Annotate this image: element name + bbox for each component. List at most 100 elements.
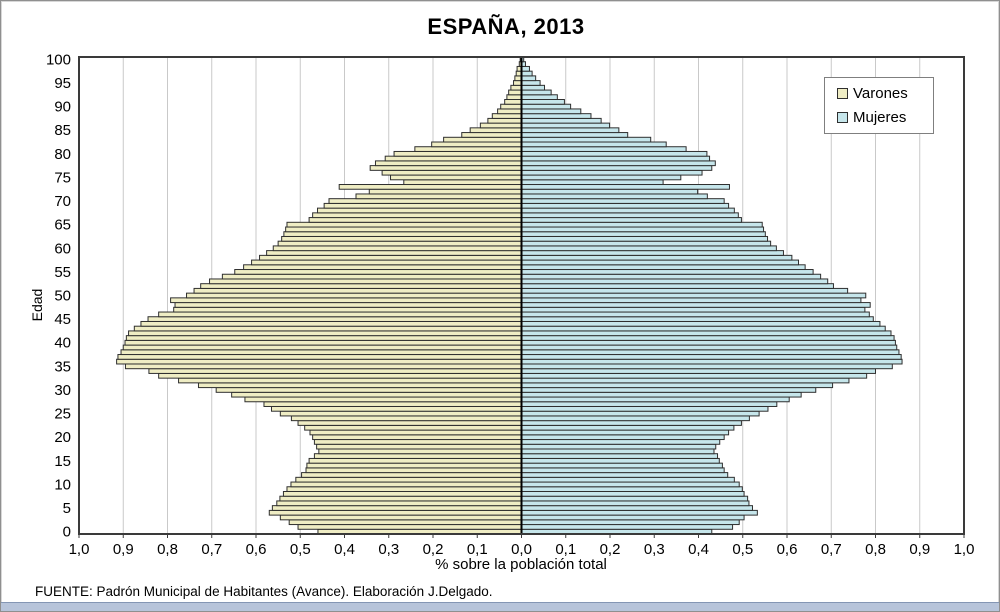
bar-varones-age-37 bbox=[117, 354, 522, 360]
bar-mujeres-age-43 bbox=[521, 325, 886, 332]
bar-varones-age-29 bbox=[231, 391, 523, 398]
bar-mujeres-age-18 bbox=[521, 443, 717, 450]
bar-varones-age-30 bbox=[215, 387, 522, 393]
bar-mujeres-age-72 bbox=[521, 188, 699, 195]
bar-mujeres-age-93 bbox=[521, 89, 552, 96]
bar-varones-age-74 bbox=[403, 179, 523, 186]
y-tick-label: 55 bbox=[54, 264, 71, 281]
bar-mujeres-age-52 bbox=[521, 283, 834, 289]
bar-mujeres-age-44 bbox=[521, 320, 881, 327]
bar-mujeres-age-12 bbox=[521, 472, 729, 478]
bar-mujeres-age-51 bbox=[521, 287, 849, 294]
bar-varones-age-27 bbox=[263, 401, 522, 407]
bar-mujeres-age-84 bbox=[521, 132, 629, 138]
y-tick-label: 75 bbox=[54, 169, 71, 186]
bar-varones-age-23 bbox=[297, 420, 522, 426]
bar-varones-age-51 bbox=[193, 287, 523, 294]
bar-varones-age-11 bbox=[295, 476, 523, 483]
y-tick-label: 0 bbox=[63, 524, 71, 541]
x-axis-ticks: 1,0 0,9 0,8 0,7 0,6 0,5 0,4 0,3 0,2 0,1 0,0 0,1 0,2 0… bbox=[69, 534, 975, 558]
bar-varones-age-66 bbox=[308, 217, 522, 223]
bar-varones-age-77 bbox=[369, 165, 523, 171]
legend-entry-varones: Varones bbox=[837, 85, 933, 102]
bar-varones-age-15 bbox=[308, 457, 522, 464]
bar-varones-age-18 bbox=[316, 443, 523, 450]
y-axis-ticks: 0 5 10 15 20 25 30 35 40 45 50 55 60 65 70 75 80 85 90 95 10… bbox=[46, 51, 71, 540]
bar-varones-age-33 bbox=[158, 372, 522, 379]
bar-mujeres-age-60 bbox=[521, 245, 777, 252]
bar-mujeres-age-35 bbox=[521, 363, 893, 370]
legend: Varones Mujeres bbox=[824, 77, 934, 134]
bar-varones-age-67 bbox=[312, 212, 523, 219]
bar-mujeres-age-41 bbox=[521, 335, 895, 341]
bar-mujeres-age-89 bbox=[521, 108, 582, 115]
x-tick-label: 0,6 bbox=[777, 541, 798, 558]
bar-varones-age-16 bbox=[313, 453, 522, 459]
x-tick-label: 0,5 bbox=[290, 541, 311, 558]
bar-mujeres-age-10 bbox=[521, 481, 740, 488]
bar-mujeres-age-24 bbox=[521, 415, 750, 422]
bar-mujeres-age-96 bbox=[521, 75, 537, 82]
bar-varones-age-35 bbox=[124, 363, 523, 370]
bar-varones-age-52 bbox=[200, 283, 522, 289]
bar-varones-age-13 bbox=[305, 467, 523, 474]
bar-varones-age-44 bbox=[140, 320, 522, 327]
bar-mujeres-age-56 bbox=[521, 264, 806, 271]
bar-varones-age-45 bbox=[147, 316, 522, 322]
bar-varones-age-73 bbox=[338, 184, 522, 190]
y-tick-label: 5 bbox=[63, 500, 71, 517]
bar-varones-age-43 bbox=[133, 325, 523, 332]
bar-varones-age-3 bbox=[279, 514, 522, 521]
bar-varones-age-25 bbox=[279, 410, 522, 417]
bar-mujeres-age-13 bbox=[521, 467, 725, 474]
bar-mujeres-age-70 bbox=[521, 198, 725, 204]
bar-varones-age-12 bbox=[301, 472, 522, 478]
bar-mujeres-age-7 bbox=[521, 495, 749, 502]
bar-mujeres-age-21 bbox=[521, 429, 730, 436]
bar-varones-age-39 bbox=[122, 344, 522, 351]
bar-varones-age-71 bbox=[355, 193, 523, 200]
bar-varones-age-55 bbox=[234, 269, 522, 275]
bar-varones-age-94 bbox=[510, 84, 523, 91]
bar-mujeres-age-19 bbox=[521, 439, 721, 445]
bar-varones-age-85 bbox=[469, 127, 523, 134]
bar-mujeres-age-79 bbox=[521, 155, 711, 162]
x-tick-label: 0,1 bbox=[555, 541, 576, 558]
bars-varones bbox=[116, 56, 523, 535]
bar-varones-age-78 bbox=[374, 160, 523, 167]
bar-mujeres-age-38 bbox=[521, 349, 900, 356]
x-tick-label: 0,2 bbox=[423, 541, 444, 558]
bar-mujeres-age-28 bbox=[521, 396, 790, 403]
bar-mujeres-age-47 bbox=[521, 306, 866, 313]
bar-mujeres-age-94 bbox=[521, 84, 546, 91]
bar-mujeres-age-11 bbox=[521, 476, 735, 483]
legend-label-varones: Varones bbox=[853, 85, 908, 102]
bar-varones-age-50 bbox=[186, 292, 522, 299]
bar-mujeres-age-23 bbox=[521, 420, 742, 426]
bar-mujeres-age-14 bbox=[521, 462, 723, 469]
y-tick-label: 90 bbox=[54, 99, 71, 116]
bar-varones-age-20 bbox=[312, 434, 523, 441]
bar-mujeres-age-67 bbox=[521, 212, 739, 219]
bar-varones-age-59 bbox=[266, 250, 522, 256]
y-tick-label: 60 bbox=[54, 240, 71, 257]
bar-varones-age-92 bbox=[506, 94, 522, 100]
bar-mujeres-age-5 bbox=[521, 505, 753, 511]
bar-varones-age-53 bbox=[209, 278, 522, 285]
bar-varones-age-56 bbox=[243, 264, 523, 271]
x-tick-label: 0,5 bbox=[732, 541, 753, 558]
bar-varones-age-95 bbox=[513, 80, 522, 86]
bar-mujeres-age-64 bbox=[521, 226, 765, 233]
bar-varones-age-70 bbox=[328, 198, 523, 204]
bar-varones-age-81 bbox=[414, 146, 522, 152]
bar-mujeres-age-95 bbox=[521, 80, 541, 86]
bar-varones-age-24 bbox=[290, 415, 522, 422]
x-tick-label: 0,4 bbox=[688, 541, 709, 558]
bar-mujeres-age-37 bbox=[521, 354, 902, 360]
bar-mujeres-age-54 bbox=[521, 273, 822, 280]
bar-varones-age-38 bbox=[120, 349, 522, 356]
bar-mujeres-age-6 bbox=[521, 500, 750, 507]
y-tick-label: 25 bbox=[54, 406, 71, 423]
bar-varones-age-31 bbox=[197, 382, 522, 389]
x-tick-label: 1,0 bbox=[954, 541, 975, 558]
